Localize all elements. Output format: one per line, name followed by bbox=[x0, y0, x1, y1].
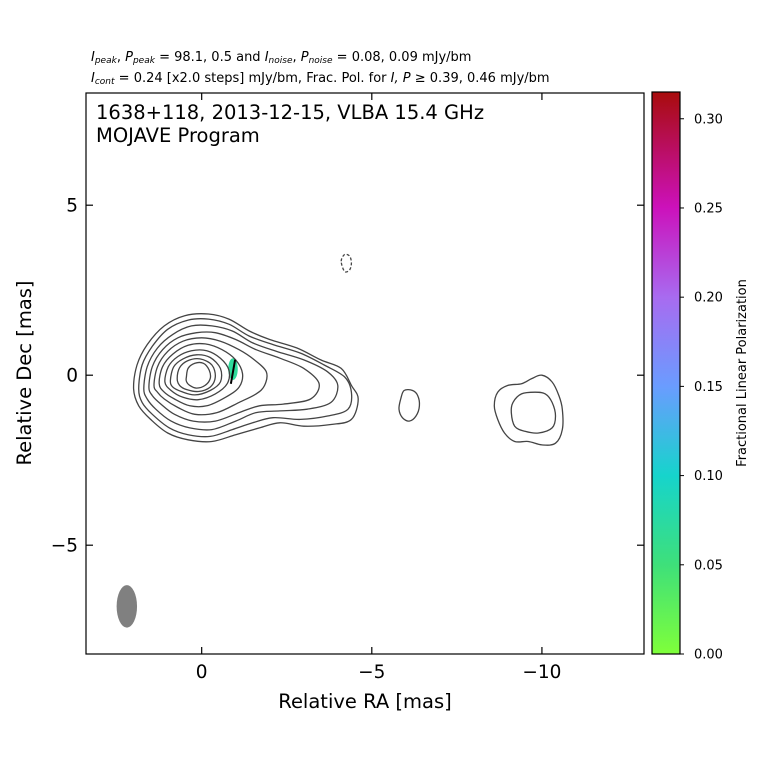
axes: 0 −5 −10 5 0 −5 bbox=[51, 93, 644, 683]
header-line-2: Icont = 0.24 [x2.0 steps] mJy/bm, Frac. … bbox=[91, 71, 550, 87]
core-contour-9 bbox=[185, 361, 212, 389]
colorbar-tick-label: 0.15 bbox=[694, 380, 723, 395]
p-noise-sub: noise bbox=[308, 56, 333, 66]
colorbar-label: Fractional Linear Polarization bbox=[735, 279, 750, 467]
core-contour-0 bbox=[132, 313, 359, 443]
i-noise-symbol: I bbox=[264, 50, 269, 65]
y-tick-label: 0 bbox=[66, 366, 78, 387]
core-contour-3 bbox=[148, 331, 320, 423]
plot-area bbox=[116, 253, 564, 628]
colorbar-tick-label: 0.10 bbox=[694, 469, 723, 484]
y-tick-label: −5 bbox=[51, 536, 78, 557]
x-tick-label: 0 bbox=[196, 662, 208, 683]
core-contour-1 bbox=[138, 318, 353, 438]
core-contour-7 bbox=[169, 354, 223, 396]
cont-sub: cont bbox=[94, 77, 115, 87]
plot-frame bbox=[85, 92, 645, 655]
cont-text: = 0.24 [x2.0 steps] mJy/bm, Frac. Pol. f… bbox=[118, 71, 387, 86]
peak-values: = 98.1, 0.5 and bbox=[159, 50, 261, 65]
outer-contour-1 bbox=[510, 391, 557, 434]
pol-text: ≥ 0.39, 0.46 mJy/bm bbox=[414, 71, 550, 86]
colorbar-tick-label: 0.00 bbox=[694, 648, 723, 663]
p-peak-symbol: P bbox=[125, 50, 133, 65]
pol-symbols: I, P bbox=[390, 71, 411, 86]
negative-contour-0 bbox=[340, 253, 353, 273]
plot-title-line-1: 1638+118, 2013-12-15, VLBA 15.4 GHz bbox=[96, 101, 484, 124]
p-noise-symbol: P bbox=[300, 50, 309, 65]
colorbar-tick-label: 0.05 bbox=[694, 558, 723, 573]
core-contour-4 bbox=[153, 337, 268, 416]
y-tick-label: 5 bbox=[66, 196, 78, 217]
i-peak-sub: peak bbox=[94, 56, 117, 66]
header-line-1: Ipeak, Ppeak = 98.1, 0.5 and Inoise, Pno… bbox=[91, 50, 472, 66]
y-axis-label: Relative Dec [mas] bbox=[13, 280, 36, 465]
x-tick-label: −5 bbox=[358, 662, 385, 683]
i-peak-symbol: I bbox=[91, 50, 95, 65]
restoring-beam bbox=[116, 585, 138, 628]
core-contour-8 bbox=[176, 358, 216, 393]
x-axis-label: Relative RA [mas] bbox=[278, 690, 451, 713]
evpa-vector-0 bbox=[229, 359, 237, 385]
colorbar-tick-label: 0.20 bbox=[694, 291, 723, 306]
outer-contour-0 bbox=[493, 374, 564, 446]
colorbar-tick-label: 0.25 bbox=[694, 201, 723, 216]
colorbar bbox=[651, 91, 681, 655]
p-peak-sub: peak bbox=[132, 56, 155, 66]
colorbar-tick-label: 0.30 bbox=[694, 112, 723, 127]
plot-title-line-2: MOJAVE Program bbox=[96, 124, 260, 147]
core-contour-5 bbox=[158, 342, 244, 408]
core-contour-6 bbox=[164, 349, 231, 401]
i-noise-sub: noise bbox=[268, 56, 293, 66]
cont-symbol: I bbox=[91, 71, 95, 86]
noise-values: = 0.08, 0.09 mJy/bm bbox=[336, 50, 472, 65]
knot-contour-0 bbox=[398, 388, 421, 422]
x-tick-label: −10 bbox=[522, 662, 561, 683]
colorbar-ticks: 0.00 0.05 0.10 0.15 0.20 0.25 0.30 bbox=[680, 112, 723, 663]
core-contour-2 bbox=[143, 324, 339, 431]
